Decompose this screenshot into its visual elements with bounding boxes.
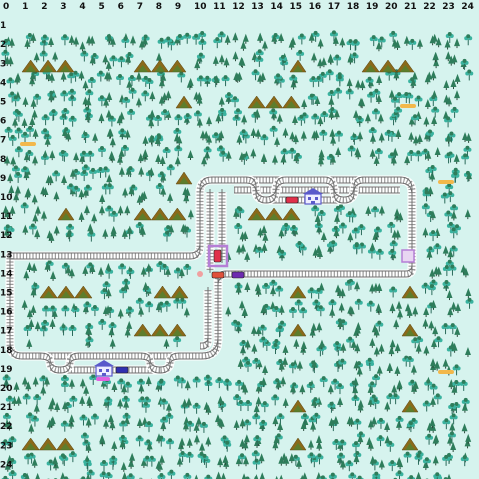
col-label: 22 [423, 2, 436, 12]
row-label: 16 [0, 308, 13, 318]
col-label: 12 [232, 2, 245, 12]
sign-marker-icon[interactable] [400, 104, 416, 108]
row-label: 8 [0, 155, 6, 165]
selection-cursor-icon[interactable] [401, 249, 415, 263]
col-label: 21 [404, 2, 417, 12]
sign-marker-icon[interactable] [438, 370, 454, 374]
train-car-icon[interactable] [211, 271, 225, 279]
row-label: 11 [0, 212, 13, 222]
row-label: 9 [0, 174, 6, 184]
signal-light-icon[interactable] [197, 271, 203, 277]
train-car-icon[interactable] [285, 196, 299, 204]
sign-marker-icon[interactable] [20, 142, 36, 146]
row-label: 22 [0, 422, 13, 432]
col-label: 13 [251, 2, 264, 12]
col-label: 15 [290, 2, 303, 12]
row-label: 23 [0, 441, 13, 451]
row-label: 12 [0, 231, 13, 241]
station-building-icon[interactable] [94, 360, 114, 377]
row-label: 17 [0, 327, 13, 337]
col-label: 17 [328, 2, 341, 12]
train-car-icon[interactable] [213, 249, 222, 263]
col-label: 6 [118, 2, 124, 12]
row-label: 24 [0, 460, 13, 470]
row-label: 15 [0, 289, 13, 299]
train-car-icon[interactable] [115, 366, 129, 374]
col-label: 4 [79, 2, 85, 12]
col-label: 16 [309, 2, 322, 12]
col-label: 19 [366, 2, 379, 12]
row-label: 21 [0, 403, 13, 413]
row-label: 6 [0, 117, 6, 127]
row-label: 18 [0, 346, 13, 356]
col-label: 9 [175, 2, 181, 12]
coordinate-labels: 0 1 2 3 4 5 6 7 8 9 10 11 12 13 14 15 16 17 18 19 20 21 22 23 24… [0, 2, 474, 470]
rail-layer [5, 175, 417, 375]
col-label: 5 [99, 2, 105, 12]
col-label: 24 [461, 2, 474, 12]
terrain-layer [1, 30, 474, 479]
col-label: 7 [137, 2, 143, 12]
row-label: 3 [0, 59, 6, 69]
platform-marker-icon [96, 377, 110, 381]
sign-marker-icon[interactable] [438, 180, 454, 184]
col-label: 0 [3, 2, 9, 12]
col-label: 14 [270, 2, 283, 12]
row-label: 14 [0, 269, 13, 279]
col-label: 20 [385, 2, 398, 12]
row-label: 19 [0, 365, 13, 375]
row-label: 1 [0, 21, 6, 31]
col-label: 3 [60, 2, 66, 12]
row-label: 13 [0, 250, 13, 260]
col-label: 1 [22, 2, 28, 12]
selection-cursor-icon[interactable] [207, 244, 229, 268]
col-label: 8 [156, 2, 162, 12]
row-label: 5 [0, 98, 6, 108]
row-label: 7 [0, 136, 6, 146]
station-building-icon[interactable] [303, 188, 323, 205]
row-label: 2 [0, 40, 6, 50]
train-car-icon[interactable] [231, 271, 245, 279]
col-label: 2 [41, 2, 47, 12]
col-label: 11 [213, 2, 226, 12]
row-label: 10 [0, 193, 13, 203]
objects-layer [20, 104, 454, 381]
col-label: 23 [442, 2, 455, 12]
row-label: 20 [0, 384, 13, 394]
col-label: 10 [194, 2, 207, 12]
row-label: 4 [0, 78, 6, 88]
col-label: 18 [347, 2, 360, 12]
